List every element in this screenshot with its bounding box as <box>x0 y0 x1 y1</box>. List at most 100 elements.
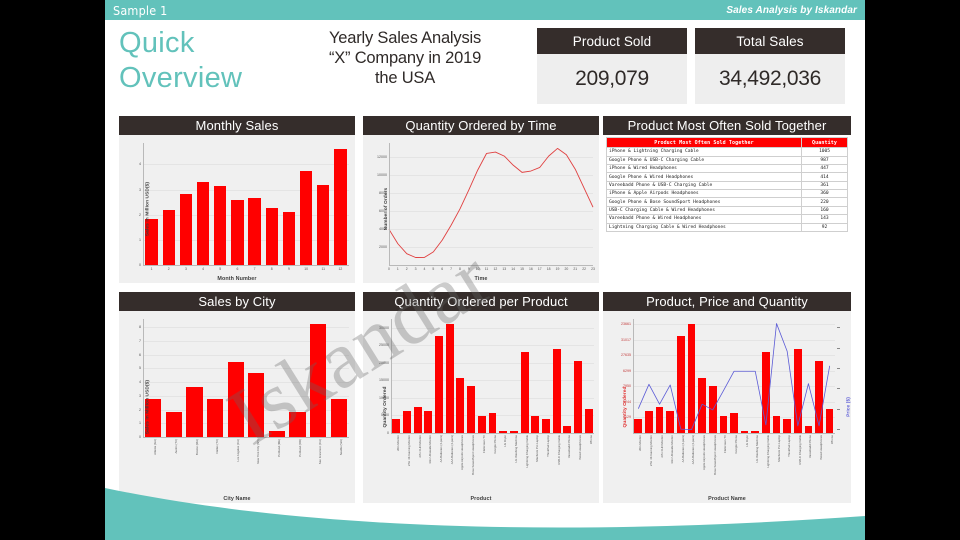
panel-monthly-sales: Monthly Sales 0 1 2 3 4 1 2 3 4 5 6 7 8 9 10 11 12 Sales … <box>119 116 355 283</box>
bar <box>424 411 433 433</box>
table-row: Google Phone & USB-C Charging Cable 987 <box>606 155 848 165</box>
x-axis-label: Time <box>474 276 488 282</box>
x-axis-tick: 2 <box>167 266 170 271</box>
gridline <box>391 362 594 364</box>
gridline <box>143 368 349 370</box>
y-axis-tick: 1 <box>139 237 141 242</box>
table-header-row: Product Most Often Sold Together Quantity <box>606 136 848 149</box>
combo-name-cell: Vareebadd Phone & USB-C Charging Cable <box>606 180 802 191</box>
x-axis-tick: 12 <box>338 266 343 271</box>
bar <box>698 378 706 433</box>
bar <box>677 336 685 433</box>
x-axis-line <box>389 265 593 266</box>
gridline <box>633 339 835 341</box>
x-axis-tick: AA Batteries (4-pack) <box>439 434 444 462</box>
x-axis-tick: 6 <box>236 266 239 271</box>
x-axis-tick: Atlanta (GA) <box>153 438 158 455</box>
x-axis-tick: Apple Airpods Headphones <box>460 434 465 470</box>
bar <box>265 208 278 265</box>
plot-area: 0 1 2 3 4 5 6 7 8 Atlanta (GA) Austin (TX) Boston (… <box>139 319 349 464</box>
bar <box>392 418 401 433</box>
gridline <box>143 164 349 166</box>
x-axis-tick: New York City (NY) <box>256 438 261 464</box>
x-axis-tick: 5 <box>432 266 435 271</box>
x-axis-tick: Google Phone <box>734 434 738 453</box>
table-header-cell: Product Most Often Sold Together <box>606 136 802 149</box>
bar <box>719 416 728 433</box>
x-axis-tick: LG Washing Machine <box>513 434 518 463</box>
bar <box>456 378 465 433</box>
y-axis-tick: 25000 <box>379 343 389 348</box>
x-axis-tick: 15 <box>520 266 524 271</box>
x-axis-tick: Portland (OR) <box>297 438 302 457</box>
bar <box>299 171 313 265</box>
x-axis-tick: Macbook Pro Laptop <box>776 434 781 462</box>
kpi-label: Product Sold <box>537 28 687 54</box>
plot-area: 0 1 2 3 4 1 2 3 4 5 6 7 8 9 10 11 12 <box>139 143 349 271</box>
table-row: Google Phone & Wired Headphones 414 <box>606 172 848 182</box>
y-axis-line <box>143 143 144 265</box>
bar <box>825 408 834 433</box>
x-axis-label: Product Name <box>708 496 746 502</box>
page-title: Quick Overview <box>119 26 279 97</box>
x-axis-tick: 23 <box>591 266 595 271</box>
x-axis-tick: 10 <box>304 266 308 271</box>
x-axis-tick: 18 <box>546 266 551 271</box>
y-axis-tick-right <box>837 388 840 390</box>
x-axis-tick: 34in Ultrawide Monitor <box>428 434 433 464</box>
x-axis-tick: Macbook Pro Laptop <box>535 434 540 462</box>
bar <box>207 398 224 437</box>
x-axis-tick: Apple Airpods Headphones <box>702 434 707 470</box>
y-axis-label: Sales in Million USD($) <box>145 181 151 237</box>
table-row: iPhone & Lightning Charging Cable 1005 <box>606 147 848 157</box>
gridline <box>389 156 593 158</box>
x-axis-tick: USB-C Charging Cable <box>797 434 802 465</box>
y-axis-tick: 10000 <box>377 172 387 177</box>
x-axis-tick: AAA Batteries (4-pack) <box>449 434 454 464</box>
x-axis-tick: 20in Monitor <box>638 434 643 451</box>
gridline <box>633 355 835 357</box>
y-axis-tick: 0 <box>139 435 141 439</box>
chart-quantity-per-product: 0 5000 10000 15000 20000 25000 30000 20in Monit… <box>363 311 599 503</box>
combo-quantity-cell: 220 <box>801 197 848 207</box>
y-axis-label: Quantity Ordered <box>623 386 629 428</box>
x-axis-tick: San Francisco (CA) <box>318 438 323 464</box>
kpi-value: 209,079 <box>537 54 687 104</box>
x-axis-tick: ThinkPad Laptop <box>545 434 550 457</box>
y-axis-tick-left: 6299 <box>623 368 631 373</box>
x-axis-tick: Dallas (TX) <box>215 438 220 453</box>
combo-name-cell: iPhone & Apple Airpods Headphones <box>606 189 802 199</box>
bar <box>645 411 653 433</box>
bar <box>772 416 781 433</box>
bar <box>762 351 770 433</box>
bar <box>248 373 265 437</box>
gridline <box>633 401 835 403</box>
x-axis-tick: 22 <box>582 266 587 271</box>
x-axis-tick: 13 <box>502 266 507 271</box>
y-axis-line <box>389 143 390 265</box>
y-axis-tick: 4000 <box>379 226 387 231</box>
gridline <box>391 327 594 329</box>
x-axis-tick: 12 <box>493 266 498 271</box>
y-axis-tick: 0 <box>139 263 141 267</box>
combo-quantity-cell: 447 <box>801 163 848 174</box>
x-axis-line <box>633 433 835 434</box>
x-axis-tick: iPhone <box>588 434 593 444</box>
table-row: iPhone & Wired Headphones 447 <box>606 163 848 174</box>
subtitle-line-3: the USA <box>374 69 436 88</box>
gridline <box>143 354 349 356</box>
y-axis-tick: 10000 <box>379 395 389 400</box>
bar <box>214 185 227 265</box>
price-line-series <box>637 323 831 431</box>
bar <box>467 385 476 433</box>
bar <box>186 387 203 437</box>
y-axis-tick: 8 <box>139 325 141 330</box>
y-axis-tick: 4 <box>139 380 141 385</box>
x-axis-tick: LG Washing Machine <box>755 434 760 463</box>
y-axis-tick: 8000 <box>379 190 387 195</box>
x-axis-line <box>391 433 594 434</box>
gridline <box>143 409 349 411</box>
y-axis-tick-right <box>837 327 840 329</box>
bar <box>584 408 593 433</box>
